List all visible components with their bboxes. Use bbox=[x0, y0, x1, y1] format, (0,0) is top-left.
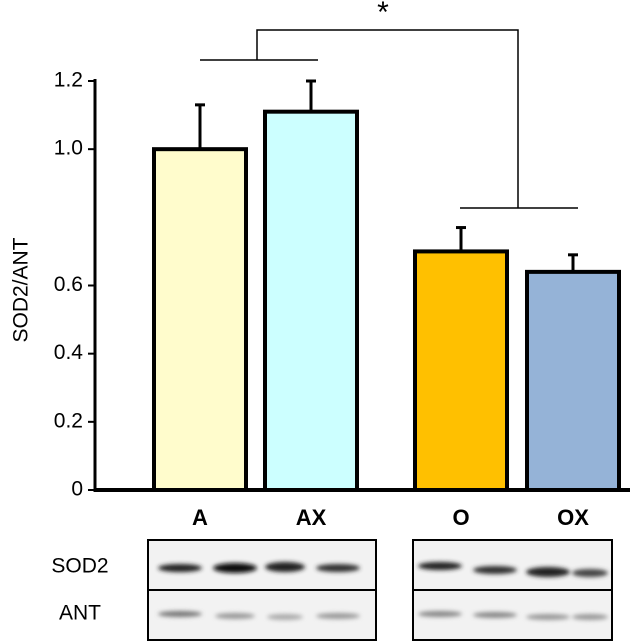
bar bbox=[152, 147, 248, 493]
y-tick-label: 1.2 bbox=[54, 69, 83, 92]
y-tick-label: 0.2 bbox=[54, 409, 83, 432]
x-tick-label: AX bbox=[296, 505, 327, 530]
y-axis-label: SOD2/ANT bbox=[10, 237, 33, 342]
y-tick-label: 0.6 bbox=[54, 273, 83, 296]
x-tick-label: O bbox=[452, 505, 469, 530]
x-tick-label: OX bbox=[557, 505, 589, 530]
bar bbox=[263, 109, 359, 493]
bar bbox=[525, 269, 621, 492]
y-tick-label: 0 bbox=[71, 478, 83, 501]
significance-bracket bbox=[200, 29, 578, 209]
significance-mark: * bbox=[377, 0, 389, 29]
blot-label: ANT bbox=[59, 602, 101, 625]
blot-label: SOD2 bbox=[51, 555, 108, 578]
blot bbox=[147, 539, 613, 641]
bar bbox=[413, 249, 509, 492]
x-tick-label: A bbox=[192, 505, 208, 530]
y-tick-label: 0.4 bbox=[54, 341, 84, 364]
y-tick-label: 1.0 bbox=[54, 137, 83, 160]
